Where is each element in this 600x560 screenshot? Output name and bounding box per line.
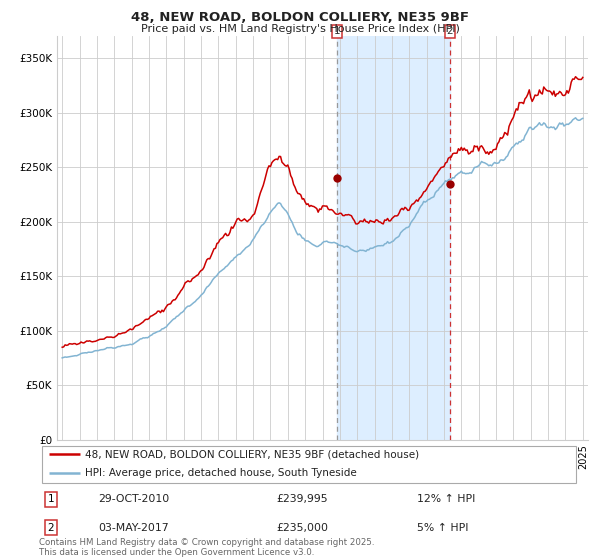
Text: HPI: Average price, detached house, South Tyneside: HPI: Average price, detached house, Sout… (85, 468, 356, 478)
Text: Price paid vs. HM Land Registry's House Price Index (HPI): Price paid vs. HM Land Registry's House … (140, 24, 460, 34)
Text: 2: 2 (47, 522, 54, 533)
Text: £235,000: £235,000 (277, 522, 329, 533)
Text: 48, NEW ROAD, BOLDON COLLIERY, NE35 9BF (detached house): 48, NEW ROAD, BOLDON COLLIERY, NE35 9BF … (85, 449, 419, 459)
Text: 2: 2 (446, 26, 453, 36)
Text: 48, NEW ROAD, BOLDON COLLIERY, NE35 9BF: 48, NEW ROAD, BOLDON COLLIERY, NE35 9BF (131, 11, 469, 24)
Text: 1: 1 (334, 26, 340, 36)
FancyBboxPatch shape (42, 446, 576, 483)
Text: 12% ↑ HPI: 12% ↑ HPI (417, 494, 475, 505)
Text: 29-OCT-2010: 29-OCT-2010 (98, 494, 170, 505)
Text: 5% ↑ HPI: 5% ↑ HPI (417, 522, 469, 533)
Text: 03-MAY-2017: 03-MAY-2017 (98, 522, 169, 533)
Bar (337, 36, 449, 440)
Text: Contains HM Land Registry data © Crown copyright and database right 2025.
This d: Contains HM Land Registry data © Crown c… (39, 538, 374, 557)
Text: £239,995: £239,995 (277, 494, 328, 505)
Text: 1: 1 (47, 494, 54, 505)
